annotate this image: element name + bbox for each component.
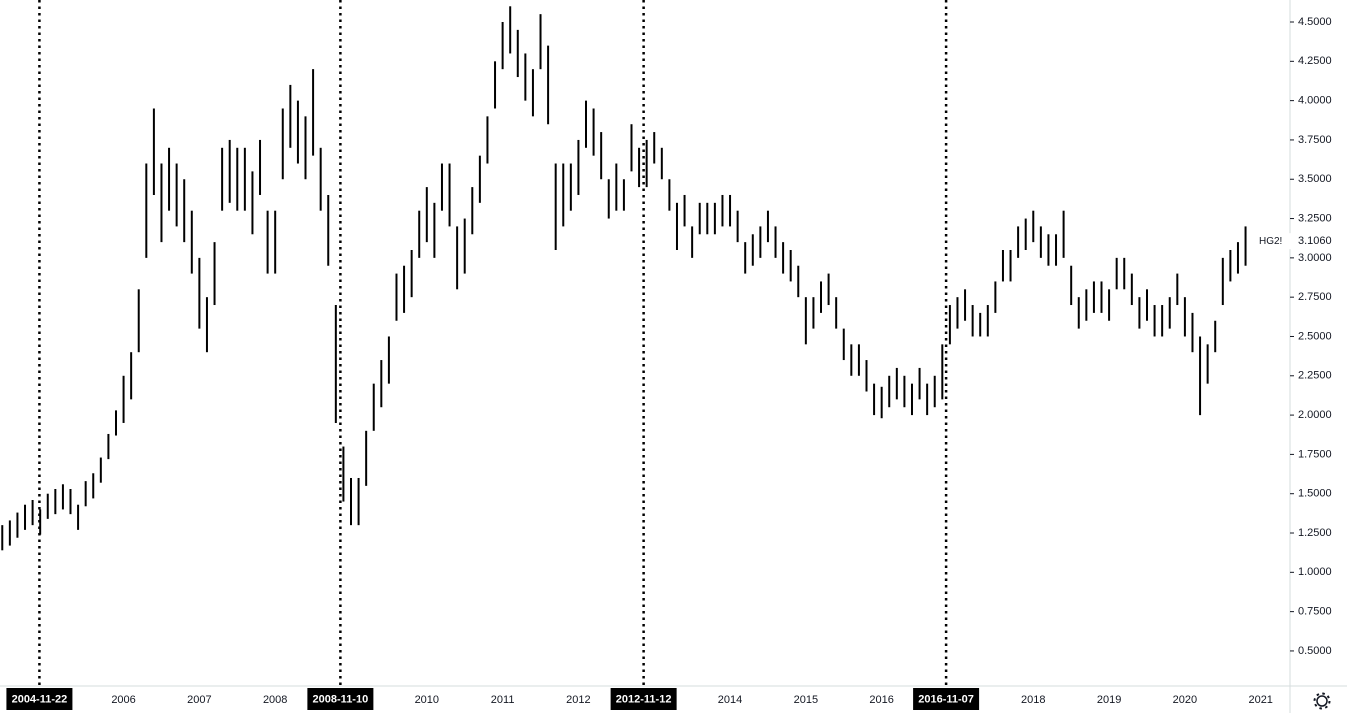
y-tick-label: 4.0000: [1298, 95, 1332, 107]
y-tick-label: 3.5000: [1298, 173, 1332, 185]
y-tick-label: 3.7500: [1298, 134, 1332, 146]
last-price-label: 3.1060: [1298, 235, 1332, 247]
y-tick-label: 1.2500: [1298, 527, 1332, 539]
y-tick-label: 4.2500: [1298, 55, 1332, 67]
y-tick-label: 1.5000: [1298, 488, 1332, 500]
date-marker-box: [610, 688, 677, 710]
y-tick-label: 2.2500: [1298, 370, 1332, 382]
x-tick-label: 2008: [263, 694, 287, 706]
date-marker-label: 2004-11-22: [12, 693, 68, 705]
x-tick-label: 2019: [1097, 694, 1121, 706]
date-marker-box: [307, 688, 374, 710]
y-tick-label: 2.0000: [1298, 409, 1332, 421]
x-tick-label: 2020: [1173, 694, 1197, 706]
x-tick-label: 2018: [1021, 694, 1045, 706]
y-tick-label: 1.7500: [1298, 448, 1332, 460]
last-price-bg: [1256, 233, 1346, 250]
gear-ring[interactable]: [1316, 695, 1328, 707]
y-tick-label: 4.5000: [1298, 16, 1332, 28]
x-tick-label: 2021: [1248, 694, 1272, 706]
y-tick-label: 3.0000: [1298, 252, 1332, 264]
bars: [1, 6, 1247, 551]
y-tick-label: 0.5000: [1298, 645, 1332, 657]
y-tick-label: 2.5000: [1298, 330, 1332, 342]
symbol-label: HG2!: [1259, 236, 1282, 247]
date-marker-box: [6, 688, 73, 710]
x-tick-label: 2010: [415, 694, 439, 706]
x-tick-label: 2006: [111, 694, 135, 706]
date-marker-box: [913, 688, 980, 710]
gear-teeth[interactable]: [1313, 692, 1331, 710]
x-tick-label: 2011: [491, 694, 515, 706]
date-marker-label: 2008-11-10: [313, 693, 369, 705]
y-tick-label: 3.2500: [1298, 212, 1332, 224]
x-tick-label: 2016: [869, 694, 893, 706]
date-marker-label: 2016-11-07: [918, 693, 974, 705]
y-tick-label: 1.0000: [1298, 566, 1332, 578]
date-marker-label: 2012-11-12: [616, 693, 672, 705]
x-tick-label: 2007: [187, 694, 211, 706]
settings-gear[interactable]: [1313, 692, 1331, 710]
y-tick-label: 0.7500: [1298, 606, 1332, 618]
x-tick-label: 2015: [794, 694, 818, 706]
x-tick-label: 2014: [718, 694, 742, 706]
y-tick-label: 2.7500: [1298, 291, 1332, 303]
x-tick-label: 2012: [566, 694, 590, 706]
